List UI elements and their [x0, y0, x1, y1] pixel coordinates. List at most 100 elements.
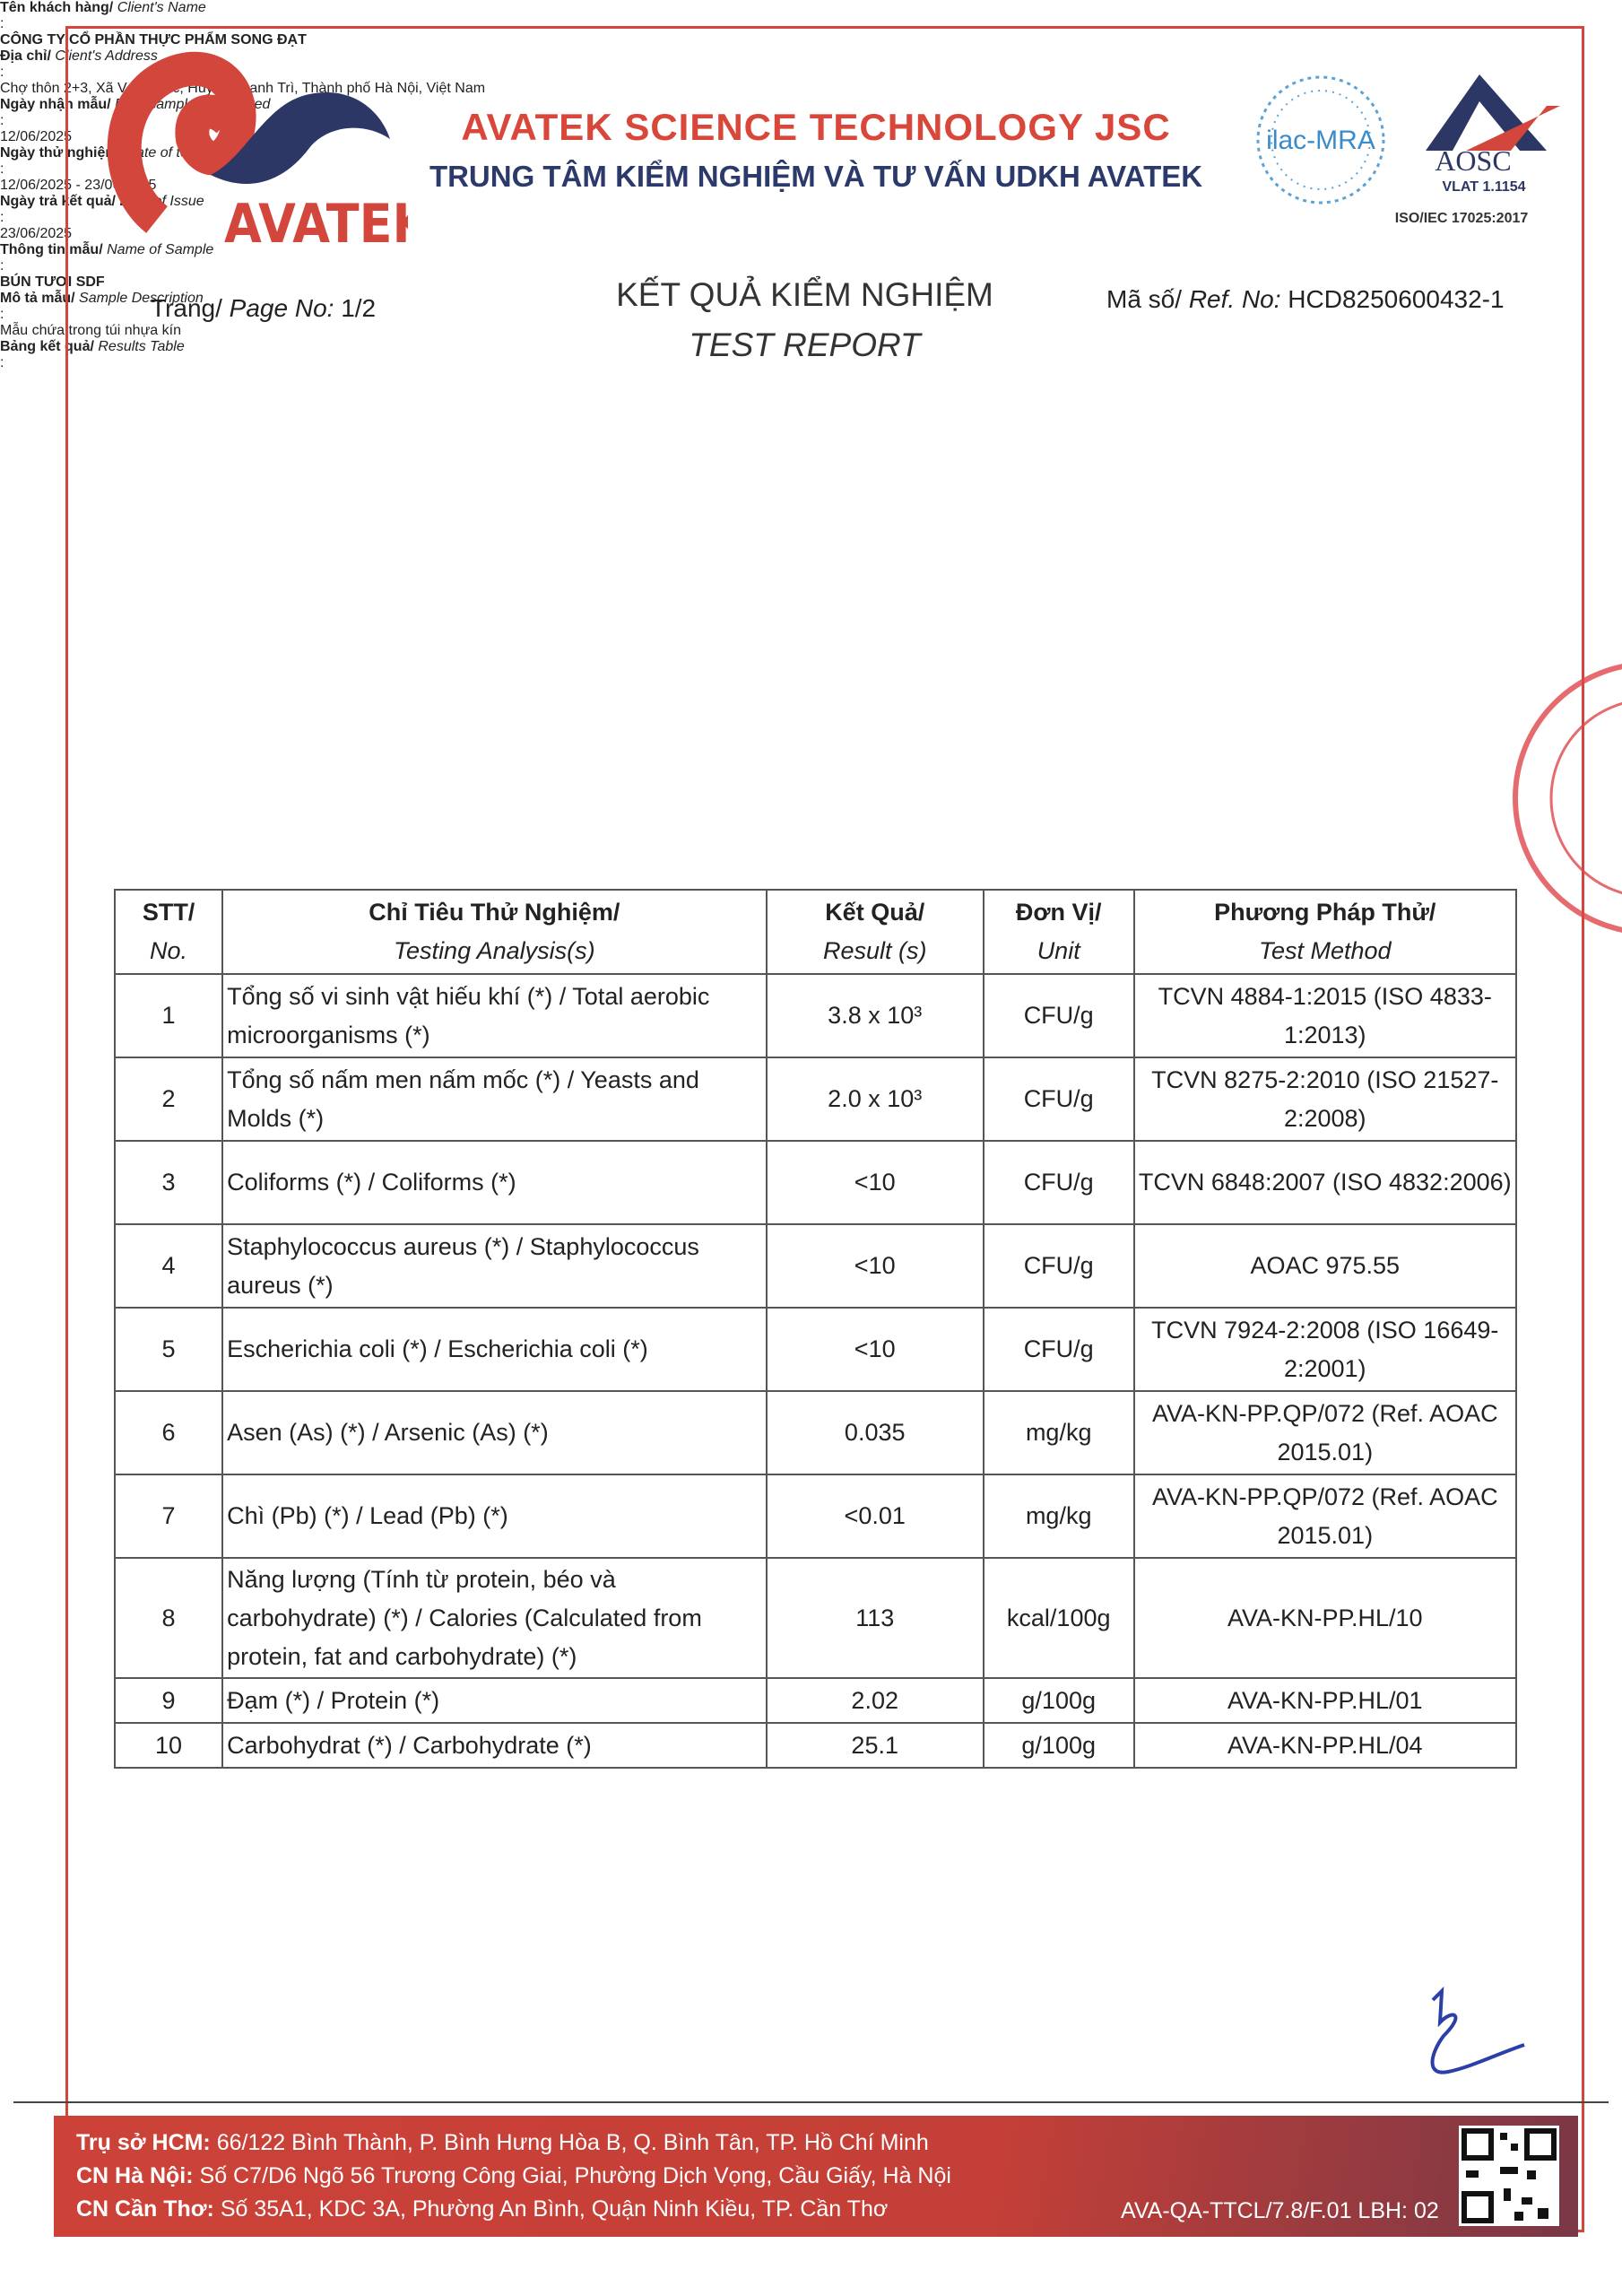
ref-number: Mã số/ Ref. No: HCD8250600432-1 — [1106, 285, 1505, 314]
stamp-ring — [1513, 664, 1622, 933]
separator: : — [0, 113, 4, 128]
signature-stroke — [1430, 1987, 1525, 2074]
separator: : — [0, 161, 4, 177]
label-en: Client's Name — [117, 0, 206, 15]
column-header: Đơn Vị/Unit — [982, 889, 1135, 975]
logo: AVATEK — [107, 51, 408, 256]
table-cell: TCVN 8275-2:2010 (ISO 21527-2:2008) — [1132, 1057, 1518, 1142]
office-label: Trụ sở HCM: — [76, 2130, 211, 2155]
aosc-mark — [1466, 106, 1560, 151]
table-cell: AVA-KN-PP.QP/072 (Ref. AOAC 2015.01) — [1132, 1474, 1518, 1559]
ilac-ring — [1271, 90, 1371, 190]
table-cell: AOAC 975.55 — [1132, 1223, 1518, 1309]
info-value: BÚN TƯƠI SDF — [0, 274, 105, 290]
info-value: 23/06/2025 — [0, 226, 73, 241]
vlat-text: VLAT 1.1154 — [1442, 179, 1525, 195]
label-vi: Địa chỉ/ — [0, 48, 51, 64]
table-row: 5 Escherichia coli (*) / Escherichia coli… — [113, 1307, 1518, 1392]
page-label: Trang/ — [151, 294, 222, 322]
table-cell: CFU/g — [982, 973, 1135, 1058]
table-cell: Chì (Pb) (*) / Lead (Pb) (*) — [221, 1474, 768, 1559]
table-cell: 9 — [113, 1677, 224, 1724]
table-cell: 4 — [113, 1223, 224, 1309]
label-en: Client's Address — [55, 48, 158, 64]
table-cell: 10 — [113, 1722, 224, 1769]
table-cell: mg/kg — [982, 1474, 1135, 1559]
table-cell: 1 — [113, 973, 224, 1058]
ilac-ring — [1256, 75, 1385, 204]
label-en: Sample Description — [79, 291, 204, 306]
ref-label: Mã số/ — [1106, 285, 1183, 313]
table-row: 9 Đạm (*) / Protein (*) 2.02 g/100g AVA-KN-P… — [113, 1677, 1518, 1724]
qr-modules — [1466, 2133, 1548, 2221]
column-header: STT/No. — [113, 889, 224, 975]
table-cell: <10 — [765, 1223, 984, 1309]
office-address: Số 35A1, KDC 3A, Phường An Bình, Quận Ni… — [220, 2196, 889, 2222]
table-cell: Đạm (*) / Protein (*) — [221, 1677, 768, 1724]
label-vi: Ngày thử nghiệm/ — [0, 145, 123, 161]
table-cell: 2.0 x 10³ — [765, 1057, 984, 1142]
table-cell: 3 — [113, 1140, 224, 1225]
table-cell: Escherichia coli (*) / Escherichia coli … — [221, 1307, 768, 1392]
table-cell: Carbohydrat (*) / Carbohydrate (*) — [221, 1722, 768, 1769]
table-cell: <0.01 — [765, 1474, 984, 1559]
stamp-ring — [1549, 701, 1622, 895]
iso-text: ISO/IEC 17025:2017 — [1395, 211, 1529, 226]
aosc-text: AOSC — [1435, 144, 1511, 177]
separator: : — [0, 65, 4, 80]
table-cell: AVA-KN-PP.HL/10 — [1132, 1557, 1518, 1679]
label-en: Results Table — [98, 339, 185, 354]
info-label: Tên khách hàng/ Client's Name — [0, 0, 1622, 16]
office-line: CN Hà Nội: Số C7/D6 Ngõ 56 Trương Công G… — [76, 2163, 951, 2189]
results-table: STT/No. Chỉ Tiêu Thử Nghiệm/Testing Analy… — [113, 889, 1518, 1769]
logo-shape — [211, 92, 390, 184]
label-vi: Ngày trả kết quả/ — [0, 194, 116, 209]
signature — [1430, 1987, 1525, 2074]
info-label: Bảng kết quả/ Results Table — [0, 339, 1622, 355]
table-cell: TCVN 7924-2:2008 (ISO 16649-2:2001) — [1132, 1307, 1518, 1392]
logo-text: AVATEK — [224, 193, 408, 255]
qr-finder — [1462, 2191, 1494, 2223]
table-row: 10 Carbohydrat (*) / Carbohydrate (*) 25.1… — [113, 1722, 1518, 1769]
info-label: Mô tả mẫu/ Sample Description — [0, 291, 1622, 307]
table-cell: 25.1 — [765, 1722, 984, 1769]
table-cell: 2.02 — [765, 1677, 984, 1724]
info-value: CÔNG TY CỔ PHẦN THỰC PHẨM SONG ĐẠT — [0, 32, 307, 48]
table-cell: AVA-KN-PP.QP/072 (Ref. AOAC 2015.01) — [1132, 1390, 1518, 1475]
ref-value: HCD8250600432-1 — [1288, 285, 1505, 313]
separator: : — [0, 210, 4, 225]
info-label: Địa chỉ/ Client's Address — [0, 48, 1622, 65]
table-cell: g/100g — [982, 1722, 1135, 1769]
label-vi: Mô tả mẫu/ — [0, 291, 75, 306]
center-name: TRUNG TÂM KIỂM NGHIỆM VÀ TƯ VẤN UDKH AVA… — [429, 160, 1203, 193]
separator: : — [0, 16, 4, 31]
column-header: Phương Pháp Thử/Test Method — [1132, 889, 1518, 975]
office-label: CN Hà Nội: — [76, 2163, 194, 2188]
header-vi: Đơn Vị/ — [1015, 899, 1102, 926]
table-cell: 113 — [765, 1557, 984, 1679]
label-vi: Bảng kết quả/ — [0, 339, 94, 354]
header-vi: STT/ — [142, 899, 195, 926]
header-en: Result (s) — [822, 937, 927, 964]
table-cell: AVA-KN-PP.HL/04 — [1132, 1722, 1518, 1769]
ref-label-en: Ref. No: — [1188, 285, 1281, 313]
header-en: No. — [150, 937, 188, 964]
table-cell: CFU/g — [982, 1223, 1135, 1309]
info-label: Thông tin mẫu/ Name of Sample — [0, 242, 1622, 258]
office-address: Số C7/D6 Ngõ 56 Trương Công Giai, Phường… — [199, 2163, 951, 2188]
company-name: AVATEK SCIENCE TECHNOLOGY JSC — [461, 106, 1171, 148]
page-number: Trang/ Page No: 1/2 — [151, 294, 376, 323]
table-cell: <10 — [765, 1140, 984, 1225]
table-row: 1 Tổng số vi sinh vật hiếu khí (*) / Tota… — [113, 973, 1518, 1058]
table-cell: 0.035 — [765, 1390, 984, 1475]
table-body: 1 Tổng số vi sinh vật hiếu khí (*) / Tota… — [113, 973, 1518, 1769]
separator: : — [0, 307, 4, 322]
table-row: 2 Tổng số nấm men nấm mốc (*) / Yeasts an… — [113, 1057, 1518, 1142]
header-en: Test Method — [1258, 937, 1392, 964]
table-cell: g/100g — [982, 1677, 1135, 1724]
table-row: 7 Chì (Pb) (*) / Lead (Pb) (*) <0.01 mg/kg A… — [113, 1474, 1518, 1559]
qr-code — [1459, 2126, 1559, 2226]
info-row: Thông tin mẫu/ Name of Sample: BÚN TƯƠI S… — [0, 242, 1622, 291]
header-vi: Kết Quả/ — [825, 899, 925, 926]
